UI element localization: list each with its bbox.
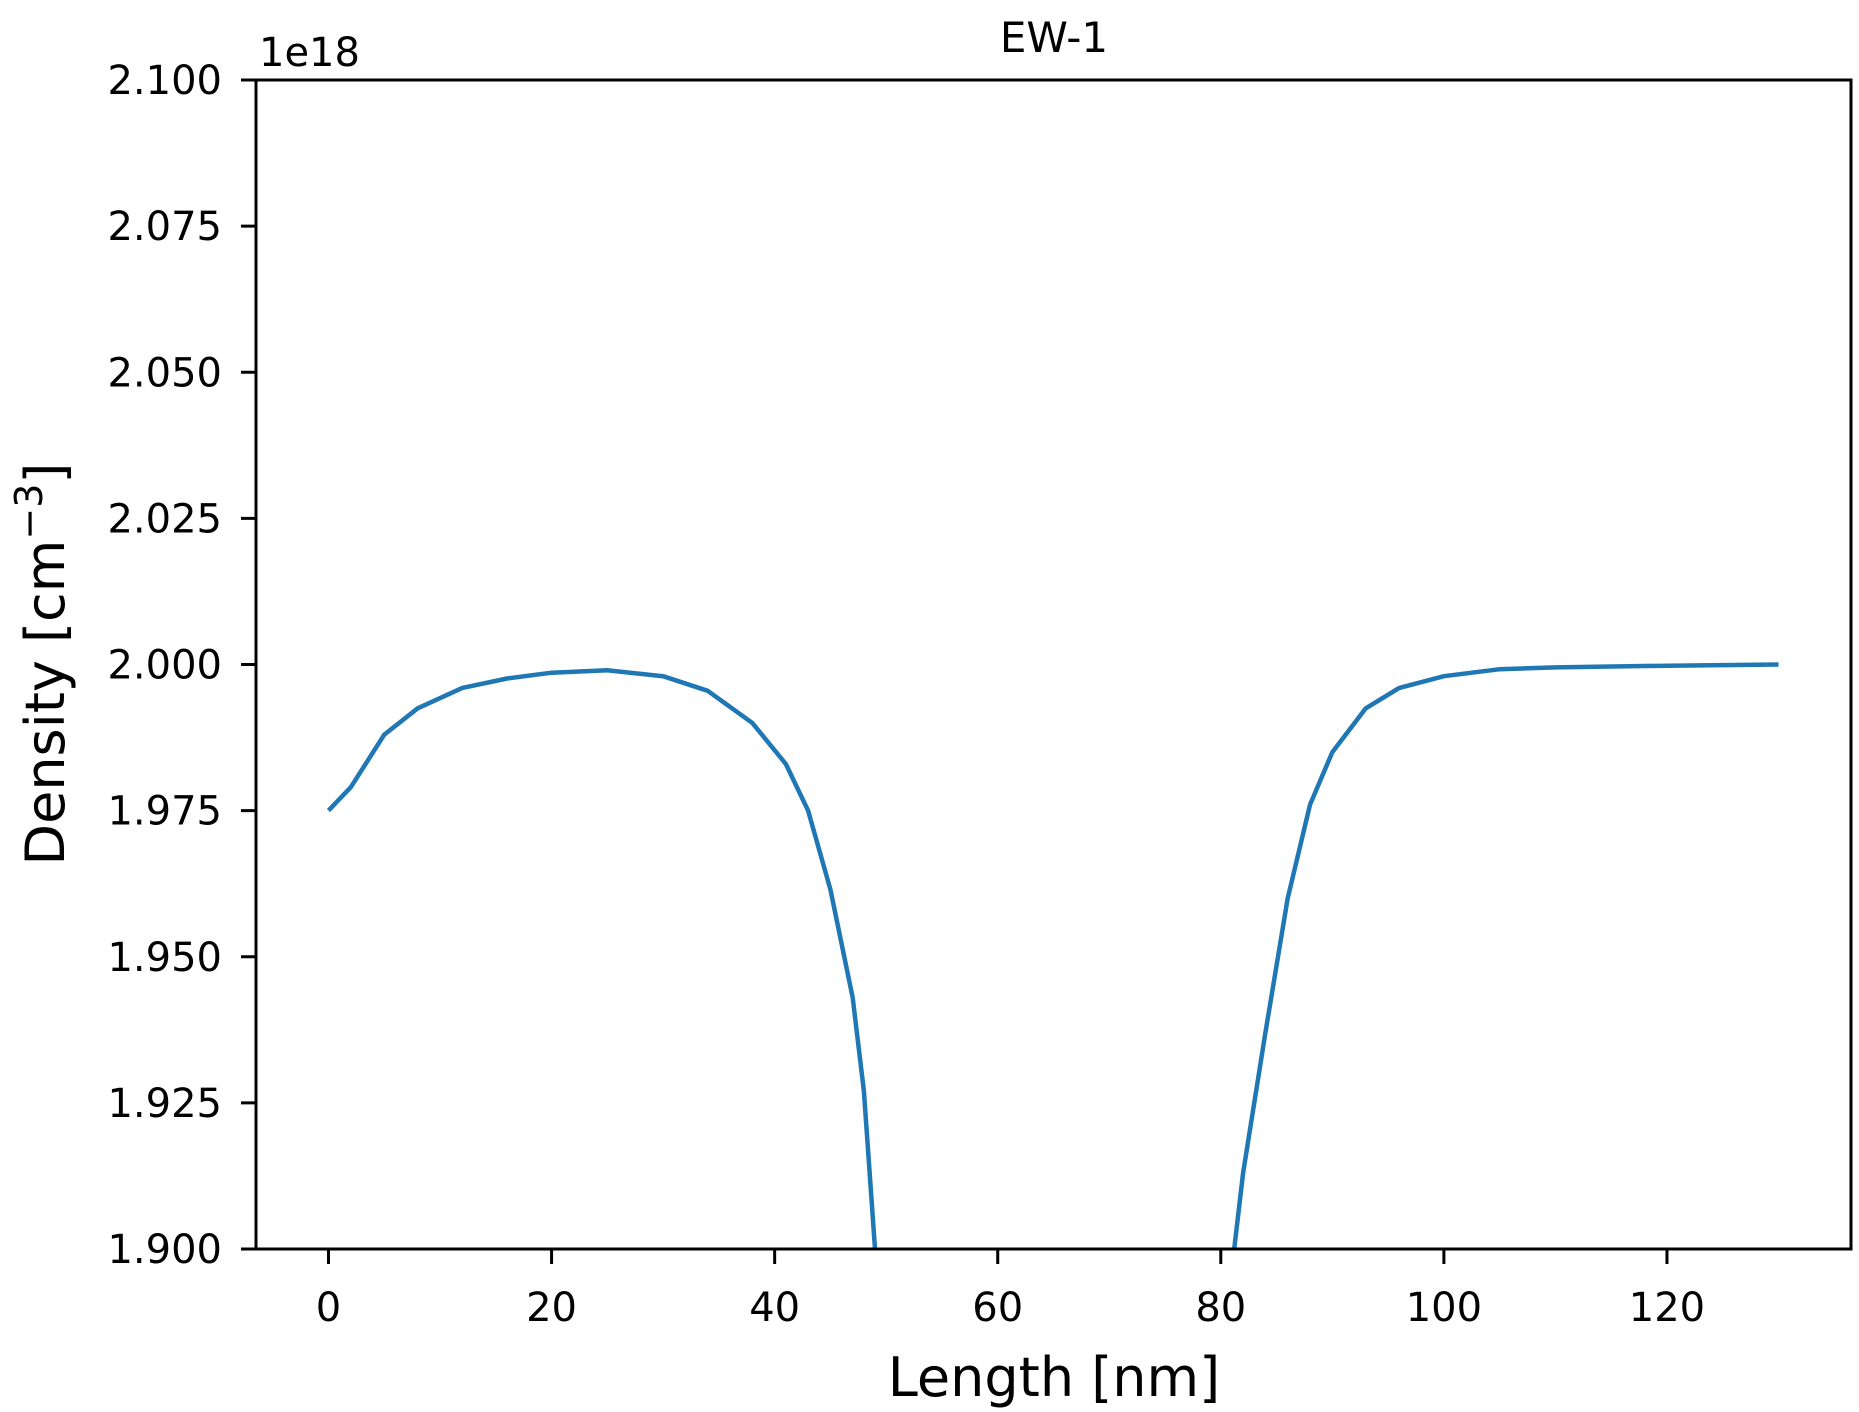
- x-axis: 0 20 40 60 80 100 120: [316, 1249, 1705, 1331]
- x-tick-label: 20: [526, 1285, 577, 1331]
- series-line: [326, 668, 878, 1250]
- data-point: [605, 668, 609, 672]
- x-tick-label: 0: [316, 1285, 341, 1331]
- chart-title: EW-1: [1000, 13, 1108, 62]
- data-point: [349, 785, 353, 789]
- data-point: [661, 674, 665, 678]
- data-point: [1241, 1171, 1245, 1175]
- data-point: [851, 996, 855, 1000]
- data-point: [1553, 665, 1557, 669]
- y-axis-label-exponent: −3: [7, 484, 51, 540]
- x-tick-label: 80: [1195, 1285, 1246, 1331]
- y-axis-label: Density [cm−3]: [7, 463, 77, 866]
- data-point: [1777, 663, 1781, 667]
- data-point: [1308, 803, 1312, 807]
- plot-area: [326, 662, 1781, 1250]
- y-tick-label: 1.925: [107, 1081, 222, 1127]
- data-point: [1286, 896, 1290, 900]
- data-point: [828, 888, 832, 892]
- y-tick-label: 2.025: [107, 496, 222, 542]
- data-point: [416, 706, 420, 710]
- y-axis: 1.900 1.925 1.950 1.975 2.000 2.025 2.050 2.075…: [107, 58, 256, 1273]
- y-tick-label: 1.950: [107, 935, 222, 981]
- y-offset-text: 1e18: [259, 30, 360, 76]
- data-point: [784, 762, 788, 766]
- data-point: [1665, 664, 1669, 668]
- y-tick-label: 2.100: [107, 58, 222, 104]
- x-tick-label: 60: [972, 1285, 1023, 1331]
- y-tick-label: 2.075: [107, 204, 222, 250]
- data-point: [327, 809, 331, 813]
- y-tick-label: 1.900: [107, 1227, 222, 1273]
- data-point: [1364, 706, 1368, 710]
- data-point: [862, 1089, 866, 1093]
- x-tick-label: 120: [1629, 1285, 1705, 1331]
- y-axis-label-base: Density [cm: [14, 540, 77, 866]
- x-axis-label: Length [nm]: [888, 1346, 1220, 1409]
- data-point: [1397, 686, 1401, 690]
- y-tick-label: 1.975: [107, 789, 222, 835]
- data-point: [460, 686, 464, 690]
- series-line: [1231, 662, 1779, 1250]
- data-point: [1330, 750, 1334, 754]
- data-point: [382, 733, 386, 737]
- y-tick-label: 2.000: [107, 643, 222, 689]
- data-point: [1442, 674, 1446, 678]
- data-point: [1263, 1031, 1267, 1035]
- y-tick-label: 2.050: [107, 350, 222, 396]
- y-axis-label-end: ]: [14, 463, 77, 484]
- x-tick-label: 40: [749, 1285, 800, 1331]
- data-point: [706, 689, 710, 693]
- data-point: [806, 809, 810, 813]
- data-point: [550, 671, 554, 675]
- data-point: [505, 677, 509, 681]
- data-point: [1498, 667, 1502, 671]
- x-tick-label: 100: [1406, 1285, 1482, 1331]
- data-point: [750, 721, 754, 725]
